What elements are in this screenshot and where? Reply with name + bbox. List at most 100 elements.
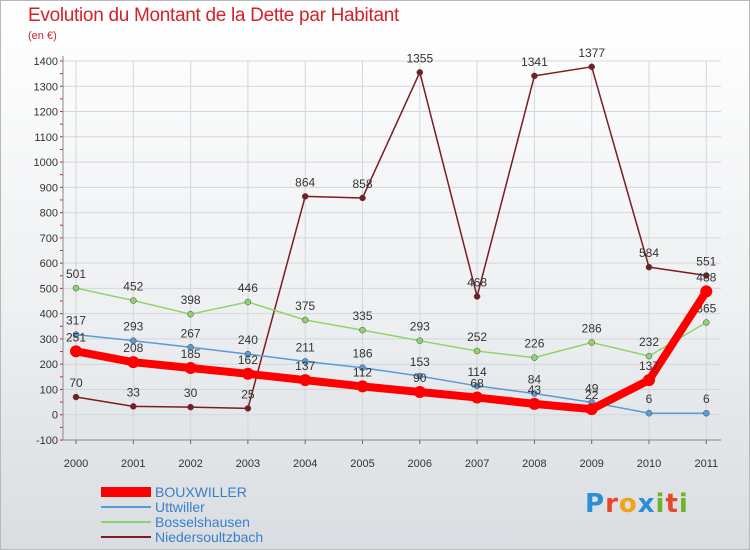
data-label: 84 (528, 373, 542, 387)
data-point (130, 337, 137, 344)
data-label: 153 (410, 355, 430, 369)
legend-swatch (101, 506, 151, 508)
data-label: 25 (241, 387, 255, 401)
data-label: 186 (352, 347, 372, 361)
data-label: 398 (181, 293, 201, 307)
logo-letter: i (678, 489, 689, 519)
x-tick-label: 2005 (350, 458, 374, 470)
y-tick-label: 1100 (34, 132, 58, 144)
chart-subtitle: (en €) (28, 30, 57, 42)
data-point (700, 285, 713, 298)
data-label: 68 (470, 377, 484, 391)
data-point (301, 316, 309, 324)
data-point (473, 347, 481, 355)
y-tick-label: 100 (40, 384, 58, 396)
data-point (588, 63, 595, 71)
data-point (531, 354, 538, 361)
data-point (301, 358, 309, 365)
data-label: 112 (353, 365, 372, 379)
data-point (703, 409, 710, 417)
y-tick-label: 1300 (34, 81, 58, 93)
data-label: 252 (467, 330, 487, 344)
data-label: 501 (66, 267, 86, 281)
data-point (187, 403, 194, 411)
data-label: 1341 (521, 55, 548, 69)
x-tick-label: 2000 (64, 458, 88, 470)
y-tick-label: 400 (40, 309, 58, 321)
legend-label: Uttwiller (155, 499, 205, 515)
data-label: 90 (413, 371, 427, 385)
data-point (244, 298, 252, 306)
data-label: 446 (238, 281, 258, 295)
x-tick-label: 2010 (637, 458, 661, 470)
series-line (75, 66, 708, 410)
data-label: 864 (295, 175, 315, 189)
data-point (359, 194, 366, 202)
data-label: 6 (703, 392, 710, 406)
y-tick-label: 900 (40, 182, 58, 194)
data-point (643, 374, 655, 387)
data-point (703, 272, 710, 279)
data-label: 33 (127, 385, 141, 399)
data-point (130, 297, 137, 304)
data-point (70, 345, 82, 358)
data-label: 335 (352, 309, 372, 323)
data-label: 6 (646, 392, 653, 406)
y-tick-label: 800 (40, 208, 58, 220)
data-label: 317 (66, 314, 86, 328)
data-label: 43 (528, 383, 542, 397)
data-point (645, 263, 653, 271)
data-label: 267 (181, 326, 201, 340)
data-point (588, 339, 595, 346)
data-label: 551 (696, 255, 716, 269)
legend-label: Niedersoultzbach (155, 529, 264, 545)
x-tick-label: 2001 (121, 458, 145, 470)
data-label: 584 (639, 246, 659, 260)
data-point (473, 293, 481, 300)
x-tick-label: 2002 (178, 458, 202, 470)
data-label: 208 (123, 341, 143, 355)
y-tick-label: 1000 (34, 157, 58, 169)
x-tick-label: 2009 (579, 458, 603, 470)
data-point (72, 393, 80, 401)
data-point (416, 372, 424, 380)
data-label: 232 (639, 335, 659, 349)
logo-letter: P (585, 489, 606, 519)
data-label: 293 (410, 320, 430, 334)
x-tick-label: 2006 (408, 458, 432, 470)
data-point (356, 380, 369, 393)
data-label: 286 (582, 321, 602, 335)
series-line (72, 287, 711, 414)
data-point (645, 352, 653, 360)
data-point (187, 310, 194, 318)
data-point (301, 193, 309, 200)
data-point (471, 391, 484, 404)
data-point (299, 374, 312, 387)
data-label: 452 (123, 280, 143, 294)
x-tick-label: 2007 (465, 458, 489, 470)
data-label: 375 (295, 299, 315, 313)
x-tick-label: 2008 (522, 458, 546, 470)
data-point (187, 344, 194, 351)
data-point (585, 403, 598, 416)
data-label: 1355 (406, 51, 433, 65)
data-label: 468 (467, 275, 487, 289)
data-point (241, 367, 254, 380)
data-point (416, 337, 424, 344)
data-point (531, 72, 538, 80)
data-label: 1377 (578, 46, 605, 60)
y-tick-label: 700 (40, 233, 58, 245)
logo-letter: r (605, 489, 619, 519)
data-label: 226 (524, 337, 544, 351)
x-tick-label: 2011 (694, 458, 718, 470)
data-point (72, 331, 80, 338)
y-tick-label: 0 (52, 410, 58, 422)
data-point (244, 350, 252, 358)
legend-swatch (101, 536, 151, 538)
data-point (645, 409, 653, 417)
y-tick-label: 1200 (34, 107, 58, 119)
legend-label: BOUXWILLER (155, 484, 247, 500)
data-point (72, 284, 80, 292)
